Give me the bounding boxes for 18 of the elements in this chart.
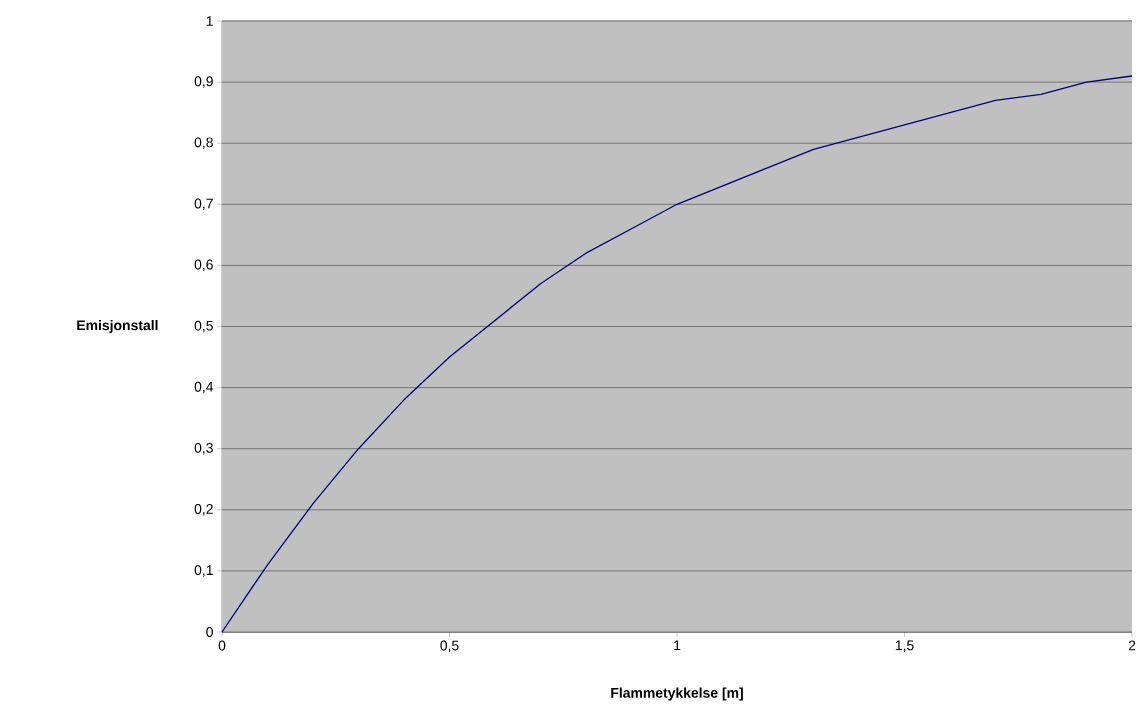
x-tick-label: 0,5 (440, 640, 459, 653)
y-tick-label: 0,6 (194, 259, 213, 272)
x-tick-label: 2 (1128, 640, 1136, 651)
y-tick-label: 0,9 (194, 76, 213, 88)
y-tick-label: 0,4 (194, 381, 214, 394)
x-tick-label: 0 (218, 640, 226, 651)
y-tick-label: 0,5 (194, 320, 213, 333)
y-tick-label: 0,3 (194, 442, 213, 455)
y-tick-label: 0,1 (194, 565, 213, 577)
y-axis-title: Emisjonstall (77, 319, 158, 333)
y-tick-label: 0,7 (194, 198, 213, 211)
y-tick-label: 0,2 (194, 504, 213, 516)
y-tick-label: 0 (206, 627, 213, 637)
x-tick-label: 1 (674, 640, 681, 651)
y-tick-label: 1 (206, 16, 213, 26)
y-tick-label: 0,8 (194, 137, 213, 149)
x-axis-title: Flammetykkelse [m] (611, 687, 743, 701)
x-tick-label: 1,5 (895, 640, 914, 652)
